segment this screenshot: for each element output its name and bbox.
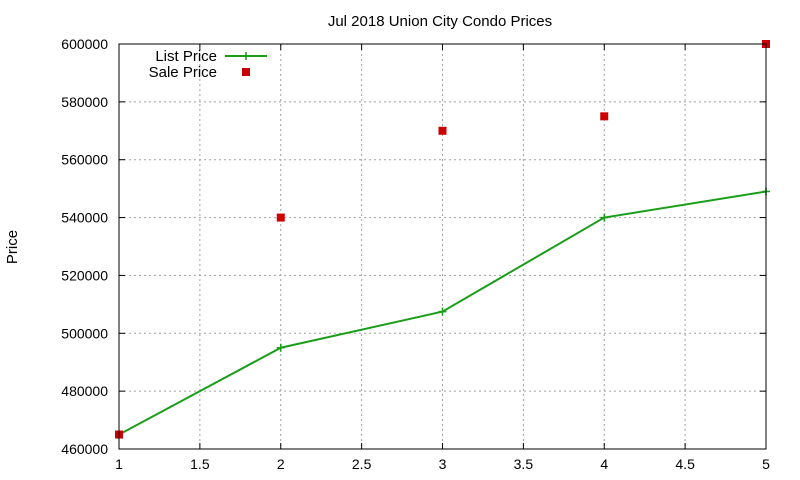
axis-ticks: 1 1.5 2 2.5 3 3.5 4 4.5 5 460000 480000 500000 52000… bbox=[61, 36, 770, 472]
y-tick-label: 480000 bbox=[61, 383, 108, 399]
list-price-point bbox=[600, 213, 609, 222]
list-price-point bbox=[438, 307, 447, 316]
legend-label-list-price: List Price bbox=[155, 48, 217, 65]
y-tick-label: 560000 bbox=[61, 152, 108, 168]
x-tick-label: 3 bbox=[439, 456, 447, 472]
x-tick-label: 5 bbox=[762, 456, 770, 472]
legend-marker-sale-price bbox=[242, 68, 250, 76]
y-tick-label: 580000 bbox=[61, 94, 108, 110]
x-tick-label: 2.5 bbox=[352, 456, 372, 472]
y-tick-label: 460000 bbox=[61, 441, 108, 457]
y-tick-label: 540000 bbox=[61, 210, 108, 226]
y-axis-label: Price bbox=[4, 230, 21, 264]
x-tick-label: 1.5 bbox=[190, 456, 210, 472]
y-tick-label: 500000 bbox=[61, 325, 108, 341]
list-price-point bbox=[276, 343, 285, 352]
y-tick-label: 600000 bbox=[61, 36, 108, 52]
sale-price-point bbox=[276, 213, 285, 222]
x-tick-label: 4 bbox=[600, 456, 608, 472]
plot-frame bbox=[118, 43, 767, 450]
grid bbox=[119, 44, 766, 449]
x-tick-label: 2 bbox=[277, 456, 285, 472]
legend-marker-list-price bbox=[242, 52, 250, 60]
chart-title: Jul 2018 Union City Condo Prices bbox=[328, 13, 552, 30]
x-tick-label: 3.5 bbox=[514, 456, 534, 472]
y-tick-label: 520000 bbox=[61, 267, 108, 283]
legend-label-sale-price: Sale Price bbox=[149, 64, 217, 81]
legend: List Price Sale Price bbox=[149, 48, 267, 81]
sale-price-point bbox=[600, 112, 609, 121]
x-tick-label: 4.5 bbox=[675, 456, 695, 472]
sale-price-point bbox=[438, 126, 447, 135]
x-tick-label: 1 bbox=[115, 456, 123, 472]
